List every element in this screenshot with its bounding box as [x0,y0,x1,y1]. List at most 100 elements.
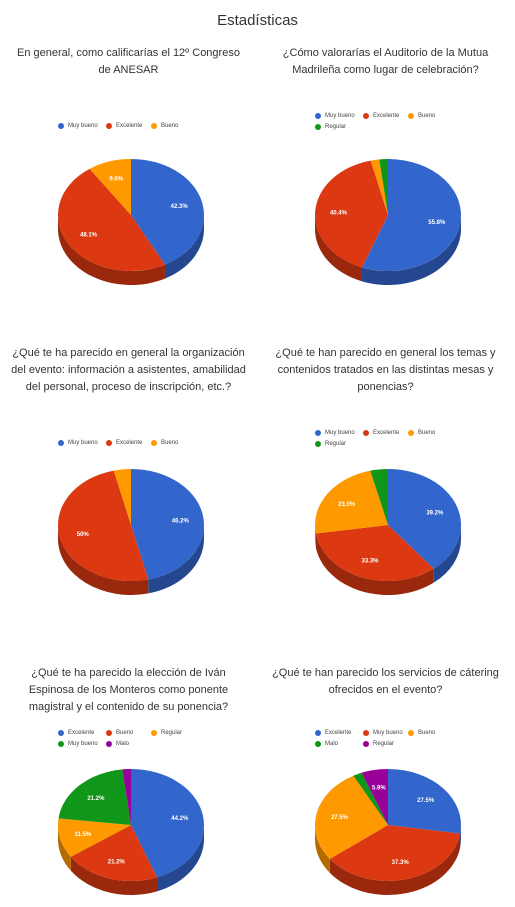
legend-dot-icon [363,113,369,119]
slice-label: 40.4% [330,211,348,217]
legend-label: Muy bueno [68,440,98,446]
pie-slice-malo[interactable] [353,772,388,825]
legend-label: Excelente [68,730,95,736]
pie-side-muy-bueno [148,525,205,594]
pie-slice-excelente[interactable] [388,769,461,834]
pie-slice-excelente[interactable] [131,769,205,878]
pie-slice-malo[interactable] [122,769,131,825]
legend-label: Excelente [373,113,400,119]
slice-label: 37.3% [392,860,410,866]
legend-item-regular[interactable]: Regular [315,124,346,131]
slice-label: 55.8% [428,220,446,226]
pie-slice-muy-bueno[interactable] [388,469,462,569]
pie-slice-muy-bueno[interactable] [361,159,461,271]
legend-item-bueno[interactable]: Bueno [151,123,178,130]
legend-item-muy-bueno[interactable]: Muy bueno [58,440,98,447]
legend-label: Muy bueno [373,730,403,736]
legend-label: Excelente [116,123,143,129]
pie-slice-excelente[interactable] [57,470,149,581]
legend-label: Malo [116,741,130,747]
legend-dot-icon [106,123,112,129]
pie-slice-bueno[interactable] [113,469,131,525]
pie-side-muy-bueno [329,833,461,895]
pie-slice-bueno[interactable] [370,159,388,215]
legend-label: Muy bueno [68,741,98,747]
legend-label: Excelente [373,430,400,436]
chart-card: ¿Qué te han parecido en general los tema… [257,345,514,907]
legend-item-bueno[interactable]: Bueno [408,430,435,437]
legend-item-bueno[interactable]: Bueno [408,113,435,120]
legend-label: Muy bueno [325,113,355,119]
pie-slice-muy-bueno[interactable] [329,825,461,881]
legend-item-muy-bueno[interactable]: Muy bueno [58,741,98,748]
legend-item-regular[interactable]: Regular [363,741,394,748]
pie-side-bueno [315,825,330,873]
legend-item-excelente[interactable]: Excelente [315,730,351,737]
pie-slice-muy-bueno[interactable] [131,469,205,580]
legend-item-excelente[interactable]: Excelente [363,430,399,437]
legend-item-excelente[interactable]: Excelente [106,123,142,130]
chart-card: En general, como calificarías el 12º Con… [0,45,257,907]
legend-label: Malo [325,741,339,747]
legend-item-bueno[interactable]: Bueno [106,730,133,737]
pie-slice-bueno[interactable] [70,825,158,881]
slice-label: 48.1% [80,233,98,239]
slice-label: 21.2% [87,796,105,802]
legend-dot-icon [58,741,64,747]
legend-item-muy-bueno[interactable]: Muy bueno [315,113,355,120]
legend-item-bueno[interactable]: Bueno [408,730,435,737]
pie-slice-muy-bueno[interactable] [58,769,131,825]
legend-label: Bueno [161,440,179,446]
pie-slice-regular[interactable] [361,769,388,825]
legend-dot-icon [151,440,157,446]
pie-slice-bueno[interactable] [315,470,388,534]
legend-item-malo[interactable]: Malo [106,741,129,748]
legend-item-malo[interactable]: Malo [315,741,338,748]
legend-label: Regular [161,730,183,736]
legend-item-bueno[interactable]: Bueno [151,440,178,447]
legend-item-regular[interactable]: Regular [315,441,346,448]
pie-side-regular [58,825,71,871]
pie-side-excelente [58,525,149,595]
pie-slice-regular[interactable] [379,159,388,215]
pie-slice-regular[interactable] [58,818,131,857]
pie-side-muy-bueno [361,215,461,285]
legend-dot-icon [315,430,321,436]
legend-item-excelente[interactable]: Excelente [58,730,94,737]
legend-label: Excelente [325,730,352,736]
pie-side-excelente [315,215,362,282]
chart-card: ¿Qué te han parecido los servicios de cá… [257,665,514,907]
legend-item-regular[interactable]: Regular [151,730,182,737]
legend-item-excelente[interactable]: Excelente [106,440,142,447]
pie-side-excelente [460,825,461,848]
slice-label: 11.5% [74,832,91,838]
legend-dot-icon [408,113,414,119]
legend-label: Regular [325,441,347,447]
legend-dot-icon [408,730,414,736]
pie-slice-bueno[interactable] [315,775,388,859]
pie-slice-regular[interactable] [370,469,388,525]
chart-card: ¿Qué te ha parecido la elección de Iván … [0,665,257,907]
legend-dot-icon [408,430,414,436]
legend-dot-icon [315,730,321,736]
pie-slice-excelente[interactable] [58,168,165,271]
legend-dot-icon [363,741,369,747]
legend-dot-icon [315,741,321,747]
legend-dot-icon [315,113,321,119]
pie-slice-bueno[interactable] [89,159,131,215]
legend-label: Bueno [161,123,179,129]
pie-side-bueno [70,856,158,895]
pie-slice-excelente[interactable] [315,160,388,268]
pie-slice-muy-bueno[interactable] [131,159,204,265]
pie-slice-excelente[interactable] [315,525,434,581]
legend-item-muy-bueno[interactable]: Muy bueno [315,430,355,437]
legend-item-muy-bueno[interactable]: Muy bueno [58,123,98,130]
legend-item-excelente[interactable]: Excelente [363,113,399,120]
legend-item-muy-bueno[interactable]: Muy bueno [363,730,403,737]
legend-label: Muy bueno [68,123,98,129]
legend-dot-icon [106,440,112,446]
legend-dot-icon [151,730,157,736]
legend-label: Regular [325,124,347,130]
legend-dot-icon [106,730,112,736]
slice-label: 23.5% [338,502,356,508]
